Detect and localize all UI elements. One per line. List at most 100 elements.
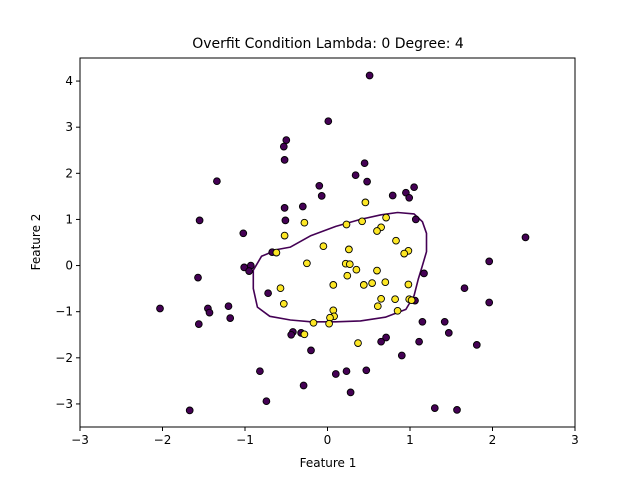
data-point-class-0 [298,202,307,211]
data-point-class-1 [345,245,353,254]
data-point-class-1 [381,278,390,287]
data-point-class-0 [281,216,290,225]
data-point-class-0 [194,320,203,328]
y-tick-label: 4 [65,74,73,88]
data-point-class-1 [272,248,281,257]
data-point-class-0 [460,284,469,293]
x-tick-label: −2 [154,433,172,447]
data-point-class-0 [444,329,453,337]
data-point-class-1 [373,266,381,275]
data-point-class-1 [392,236,400,245]
data-point-class-0 [360,159,369,168]
data-point-class-0 [195,216,204,225]
y-tick-label: 3 [65,120,73,134]
data-point-class-0 [226,314,235,322]
y-axis-label: Feature 2 [29,214,43,271]
data-point-class-1 [393,306,402,315]
y-tick-label: 2 [65,166,73,180]
data-point-class-1 [300,330,309,339]
data-point-class-0 [213,177,221,186]
data-point-class-0 [453,406,461,414]
data-point-class-0 [382,333,390,342]
data-point-class-1 [391,295,399,304]
data-point-class-0 [256,367,264,376]
data-point-class-1 [280,231,289,240]
plot-area: −3 −2 −1 0 1 2 3 −3 −2 −1 0 1 2 3 4 [55,57,579,447]
data-point-class-0 [362,366,371,375]
data-point-class-0 [245,267,253,275]
x-tick-label: −1 [236,433,254,447]
data-point-class-1 [352,265,361,274]
data-point-class-0 [430,404,439,412]
data-point-class-0 [280,156,289,164]
data-point-class-0 [264,289,272,298]
data-point-class-0 [156,304,164,313]
data-point-class-1 [400,249,409,258]
data-point-class-0 [287,330,296,339]
data-point-class-0 [299,381,308,390]
data-point-class-0 [472,341,481,349]
data-point-class-0 [485,257,494,266]
data-point-class-0 [405,193,414,202]
data-point-class-1 [377,294,385,303]
data-point-class-0 [279,142,288,151]
y-tick-label: 1 [65,212,73,226]
data-point-class-0 [185,406,194,415]
x-tick-label: 0 [324,433,332,447]
data-point-class-0 [440,317,449,326]
data-point-class-0 [351,171,360,180]
data-point-class-0 [239,229,248,238]
data-point-class-1 [359,281,368,289]
data-point-class-0 [342,367,351,376]
data-point-class-0 [363,177,371,186]
data-point-class-1 [358,217,366,226]
x-tick-label: −3 [71,433,89,447]
data-point-class-0 [331,370,340,378]
data-point-class-1 [325,319,333,328]
data-point-class-1 [407,296,416,305]
data-point-class-1 [300,218,309,227]
data-point-class-0 [317,192,326,200]
data-point-class-1 [279,299,288,308]
data-point-class-1 [303,259,311,268]
y-tick-label: −2 [55,351,73,365]
data-point-class-0 [411,215,420,224]
data-point-class-1 [329,281,338,289]
data-point-class-1 [309,318,318,327]
data-point-class-0 [418,317,427,326]
data-point-class-1 [373,227,381,235]
data-point-class-0 [388,191,397,200]
y-tick-label: 0 [65,259,73,273]
x-tick-label: 1 [406,433,414,447]
x-axis-label: Feature 1 [300,456,357,470]
y-tick-label: −3 [55,397,73,411]
data-point-class-0 [397,351,406,360]
data-point-class-1 [276,284,285,293]
chart-title: Overfit Condition Lambda: 0 Degree: 4 [192,36,464,52]
data-point-class-0 [224,302,233,311]
x-tick-label: 3 [571,433,579,447]
data-point-class-0 [194,273,202,282]
data-point-class-0 [377,337,385,346]
data-point-class-1 [373,302,382,311]
data-point-class-1 [319,242,328,251]
data-point-class-0 [315,181,324,190]
data-point-class-0 [324,117,333,126]
data-point-class-0 [262,397,271,406]
data-point-class-0 [205,308,214,317]
y-tick-label: −1 [55,305,73,319]
data-point-class-1 [368,279,376,287]
data-point-class-0 [280,204,289,212]
data-point-class-1 [342,220,351,229]
data-point-class-0 [307,346,315,355]
data-point-class-0 [420,269,428,278]
data-point-class-1 [343,271,352,280]
data-point-class-1 [361,198,370,207]
data-point-class-0 [521,233,530,242]
data-point-class-0 [282,136,291,144]
data-point-class-0 [410,183,418,192]
data-point-class-1 [354,339,362,347]
data-point-class-1 [345,260,354,269]
